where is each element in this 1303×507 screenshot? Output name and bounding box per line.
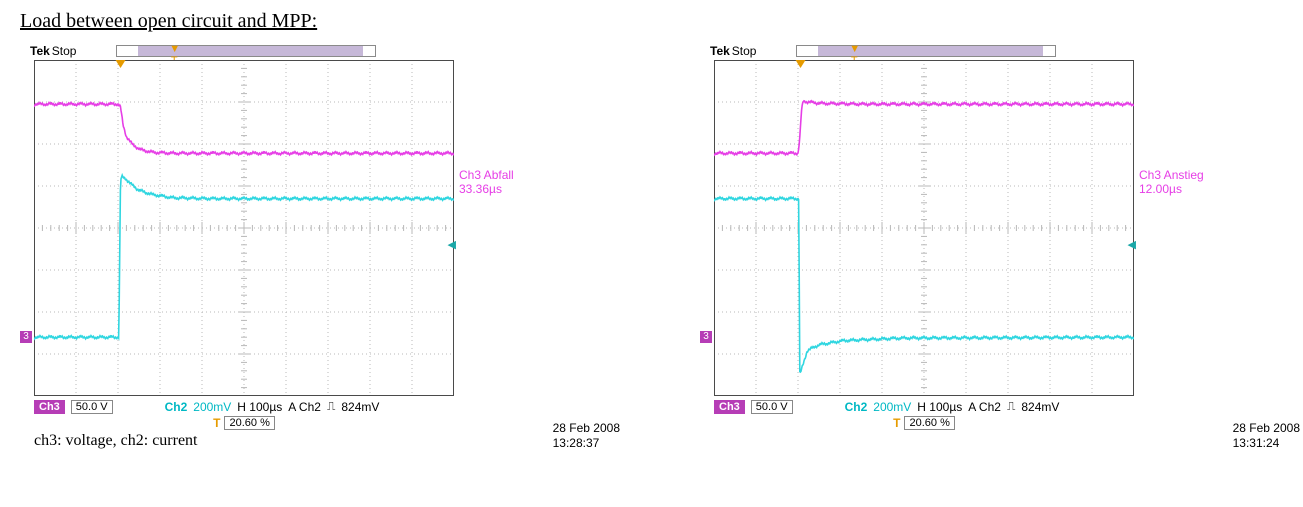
tek-logo: Tek xyxy=(30,44,50,58)
bottombar2: T 20.60 % xyxy=(34,416,454,430)
graticule-wrap: ◀ xyxy=(714,60,1134,396)
measurement-readout: Ch3 Anstieg 12.00µs xyxy=(1134,168,1229,197)
date: 28 Feb 2008 xyxy=(1233,421,1300,435)
bottombar: Ch3 50.0 V Ch2 200mV H 100µs A Ch2 ⎍ 824… xyxy=(714,399,1260,414)
trigger-position-bar: ▼T xyxy=(796,45,1056,57)
graticule-wrap: ◀ xyxy=(34,60,454,396)
run-status: Stop xyxy=(52,44,77,58)
trigger-percent: 20.60 % xyxy=(904,416,954,430)
ch2-badge: Ch2 xyxy=(845,400,868,414)
measurement-readout: Ch3 Abfall 33.36µs xyxy=(454,168,549,197)
trigger-position-bar: ▼T xyxy=(116,45,376,57)
time: 13:31:24 xyxy=(1233,436,1300,450)
ch3-ground-marker: 3 xyxy=(700,331,712,343)
ch3-scale: 50.0 V xyxy=(71,400,113,414)
trig-src: A Ch2 xyxy=(968,400,1001,414)
ch3-scale: 50.0 V xyxy=(751,400,793,414)
timestamp: 28 Feb 2008 13:31:24 xyxy=(1233,421,1300,450)
ch2-scale: 200mV xyxy=(873,400,911,414)
trigger-percent: 20.60 % xyxy=(224,416,274,430)
ch2-trigger-level-icon: ◀ xyxy=(448,238,456,251)
scope-left: Tek Stop ▼T 3 ◀ Ch3 Abfall 33.36µs Ch3 5… xyxy=(20,43,580,450)
run-status: Stop xyxy=(732,44,757,58)
scope-right: Tek Stop ▼T 3 ◀ Ch3 Anstieg 12.00µs Ch3 … xyxy=(700,43,1260,450)
scope-row: Tek Stop ▼T 3 ◀ Ch3 Abfall 33.36µs Ch3 5… xyxy=(20,43,1283,450)
meas-label: Ch3 Anstieg xyxy=(1139,168,1229,182)
caption: ch3: voltage, ch2: current xyxy=(34,432,580,450)
topbar: Tek Stop ▼T xyxy=(710,43,1260,59)
topbar: Tek Stop ▼T xyxy=(30,43,580,59)
timestamp: 28 Feb 2008 13:28:37 xyxy=(553,421,620,450)
ch3-ground-marker: 3 xyxy=(20,331,32,343)
trig-level: 824mV xyxy=(341,400,379,414)
tek-logo: Tek xyxy=(710,44,730,58)
page-title: Load between open circuit and MPP: xyxy=(20,10,1283,33)
ch2-trigger-level-icon: ◀ xyxy=(1128,238,1136,251)
ch3-badge: Ch3 xyxy=(34,400,65,414)
trigger-t-icon: T xyxy=(213,416,220,430)
date: 28 Feb 2008 xyxy=(553,421,620,435)
meas-label: Ch3 Abfall xyxy=(459,168,549,182)
left-rail: 3 xyxy=(20,60,34,396)
trig-level: 824mV xyxy=(1021,400,1059,414)
oscilloscope-graticule xyxy=(34,60,454,396)
trig-src: A Ch2 xyxy=(288,400,321,414)
bottombar2: T 20.60 % xyxy=(714,416,1134,430)
trigger-t-icon: T xyxy=(893,416,900,430)
oscilloscope-graticule xyxy=(714,60,1134,396)
ch3-badge: Ch3 xyxy=(714,400,745,414)
timebase: H 100µs xyxy=(237,400,282,414)
trig-edge-icon: ⎍ xyxy=(1007,399,1015,414)
ch2-badge: Ch2 xyxy=(165,400,188,414)
ch2-scale: 200mV xyxy=(193,400,231,414)
left-rail: 3 xyxy=(700,60,714,396)
meas-value: 12.00µs xyxy=(1139,182,1229,196)
trig-edge-icon: ⎍ xyxy=(327,399,335,414)
bottombar: Ch3 50.0 V Ch2 200mV H 100µs A Ch2 ⎍ 824… xyxy=(34,399,580,414)
meas-value: 33.36µs xyxy=(459,182,549,196)
time: 13:28:37 xyxy=(553,436,620,450)
trigger-marker-icon: ▼T xyxy=(849,43,859,59)
trigger-marker-icon: ▼T xyxy=(169,43,179,59)
timebase: H 100µs xyxy=(917,400,962,414)
